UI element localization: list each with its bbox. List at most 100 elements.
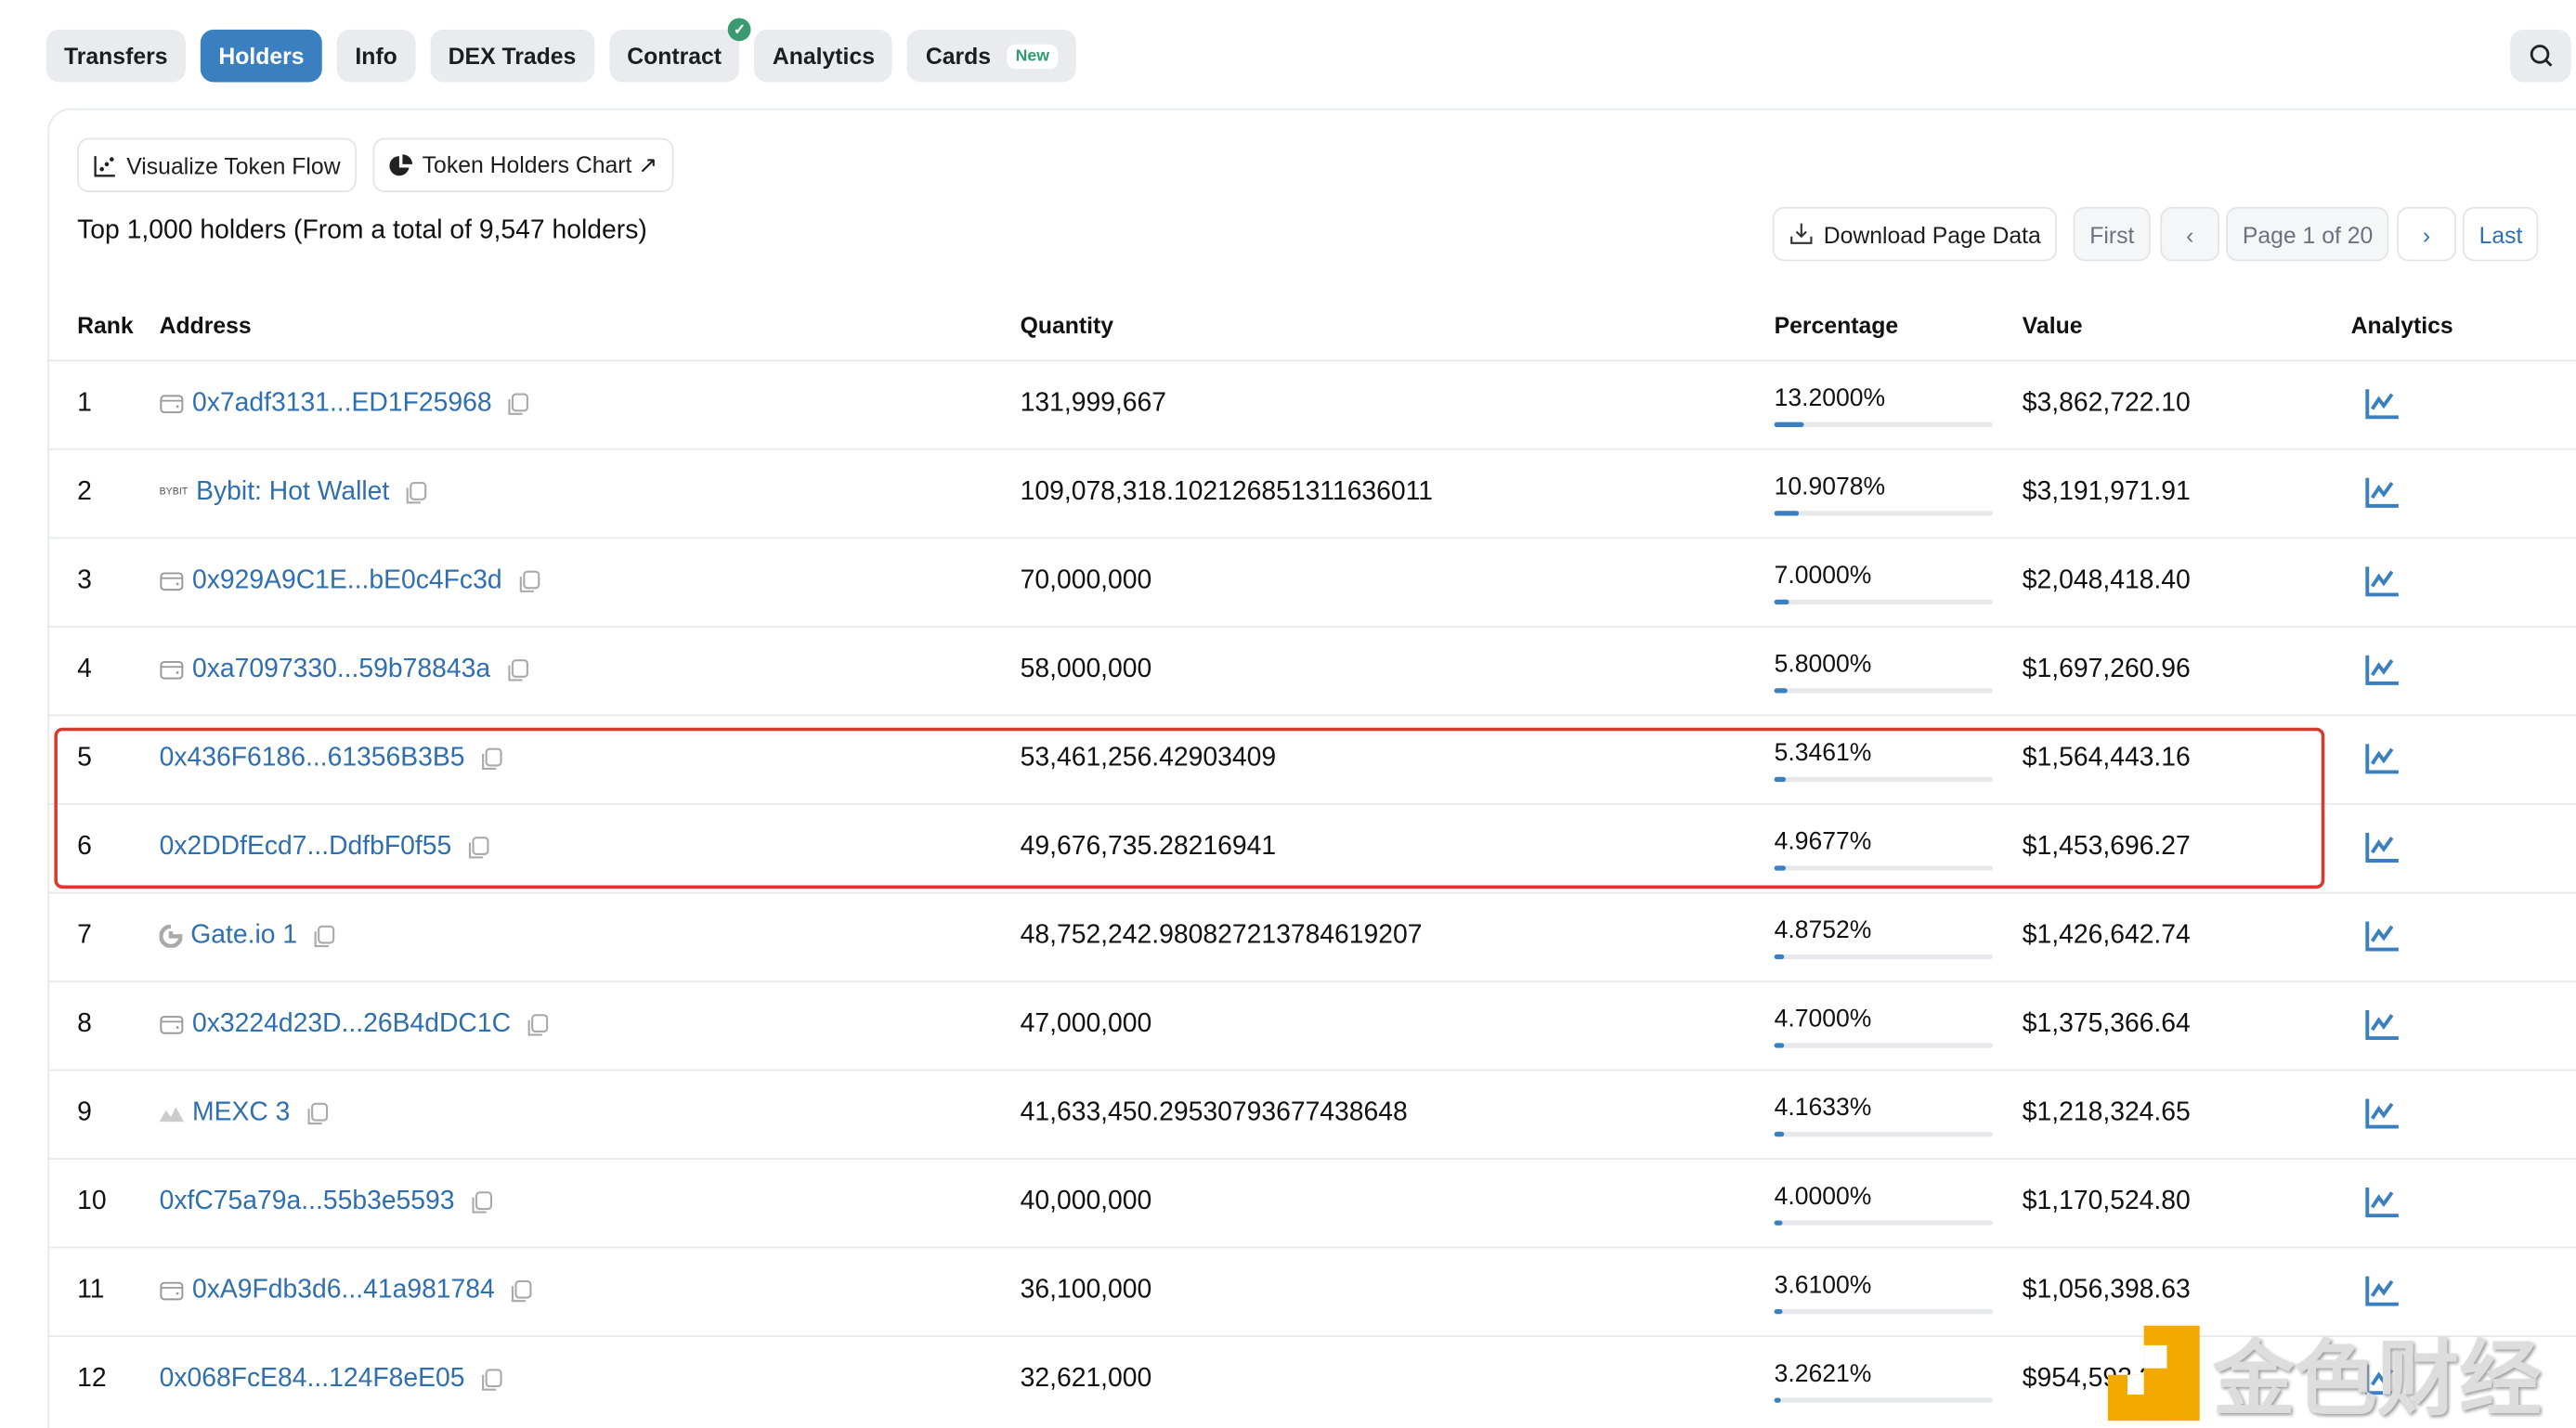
analytics-chart-icon[interactable] (2364, 920, 2400, 953)
analytics-chart-icon[interactable] (2364, 1008, 2400, 1041)
copy-icon[interactable] (312, 924, 335, 949)
percentage-bar (1774, 954, 1993, 960)
copy-icon[interactable] (507, 392, 530, 417)
copy-icon[interactable] (479, 1368, 502, 1393)
tab-label: Info (355, 42, 397, 70)
quantity: 32,621,000 (1020, 1365, 1152, 1394)
table-row: 4 0xa7097330...59b78843a 58,000,000 5.80… (47, 626, 2576, 715)
holders-card (47, 108, 2576, 1428)
copy-icon[interactable] (526, 1013, 549, 1038)
quantity: 53,461,256.42903409 (1020, 744, 1277, 772)
address-link[interactable]: 0xfC75a79a...55b3e5593 (159, 1188, 455, 1216)
rank: 7 (77, 921, 92, 950)
address-cell: 0x436F6186...61356B3B5 (160, 744, 503, 773)
percentage-bar (1774, 1043, 1993, 1048)
copy-icon[interactable] (505, 658, 528, 683)
scatter-chart-icon (94, 155, 115, 176)
percentage-cell: 4.8752% (1774, 916, 1993, 960)
analytics-chart-icon[interactable] (2364, 831, 2400, 863)
percentage: 7.0000% (1774, 562, 1872, 591)
quantity: 47,000,000 (1020, 1009, 1152, 1039)
copy-icon[interactable] (404, 480, 427, 505)
analytics-chart-icon[interactable] (2364, 1186, 2400, 1218)
wallet-icon (160, 572, 184, 591)
address-link[interactable]: 0x7adf3131...ED1F25968 (191, 389, 492, 418)
percentage-bar (1774, 422, 1993, 427)
tab-transfers[interactable]: Transfers (46, 29, 186, 83)
copy-icon[interactable] (479, 746, 502, 772)
rank: 9 (77, 1098, 92, 1127)
address-cell: 0x7adf3131...ED1F25968 (160, 389, 530, 419)
percentage: 4.7000% (1774, 1005, 1872, 1033)
table-row: 11 0xA9Fdb3d6...41a981784 36,100,000 3.6… (47, 1247, 2576, 1336)
address-link[interactable]: 0x929A9C1E...bE0c4Fc3d (191, 566, 502, 595)
visualize-token-flow-button[interactable]: Visualize Token Flow (77, 137, 358, 192)
rank: 6 (77, 832, 92, 862)
value: $1,453,696.27 (2022, 832, 2191, 862)
tab-cards[interactable]: Cards New (907, 29, 1076, 83)
tab-holders[interactable]: Holders (200, 29, 323, 83)
address-cell: 0x3224d23D...26B4dDC1C (160, 1010, 549, 1040)
tab-dex-trades[interactable]: DEX Trades (430, 29, 594, 83)
tab-label: DEX Trades (448, 42, 577, 70)
copy-icon[interactable] (510, 1279, 533, 1304)
copy-icon[interactable] (305, 1101, 328, 1126)
analytics-chart-icon[interactable] (2364, 388, 2400, 421)
analytics-chart-icon[interactable] (2364, 1363, 2400, 1396)
quantity: 49,676,735.28216941 (1020, 832, 1277, 862)
tab-info[interactable]: Info (336, 29, 416, 83)
first-page-button[interactable]: First (2073, 206, 2152, 262)
address-link[interactable]: 0xA9Fdb3d6...41a981784 (191, 1276, 495, 1305)
copy-icon[interactable] (466, 836, 489, 861)
rank: 10 (77, 1188, 107, 1216)
tab-contract[interactable]: Contract ✓ (608, 18, 751, 83)
analytics-chart-icon[interactable] (2364, 743, 2400, 775)
value: $2,048,418.40 (2022, 566, 2191, 595)
address-link[interactable]: Gate.io 1 (190, 921, 298, 950)
address-cell: BYBIT Bybit: Hot Wallet (160, 478, 427, 508)
address-link[interactable]: 0xa7097330...59b78843a (191, 655, 491, 683)
chart-label: Token Holders Chart ↗ (422, 150, 658, 178)
address-link[interactable]: 0x2DDfEcd7...DdfbF0f55 (159, 832, 452, 862)
tab-analytics[interactable]: Analytics (754, 29, 893, 83)
row-divider (47, 626, 2576, 628)
last-page-button[interactable]: Last (2462, 206, 2540, 262)
percentage-cell: 7.0000% (1774, 562, 1993, 605)
analytics-chart-icon[interactable] (2364, 476, 2400, 509)
analytics-chart-icon[interactable] (2364, 1097, 2400, 1130)
percentage-bar (1774, 511, 1993, 516)
address-link[interactable]: Bybit: Hot Wallet (196, 477, 390, 506)
row-divider (47, 537, 2576, 539)
analytics-chart-icon[interactable] (2364, 565, 2400, 598)
address-link[interactable]: 0x3224d23D...26B4dDC1C (191, 1009, 512, 1039)
download-icon (1790, 223, 1813, 244)
address-link[interactable]: 0x436F6186...61356B3B5 (159, 744, 465, 772)
analytics-chart-icon[interactable] (2364, 1275, 2400, 1307)
rank: 8 (77, 1009, 92, 1039)
row-divider (47, 803, 2576, 805)
analytics-chart-icon[interactable] (2364, 654, 2400, 686)
copy-icon[interactable] (516, 569, 540, 594)
download-page-data-button[interactable]: Download Page Data (1772, 206, 2058, 262)
address-link[interactable]: MEXC 3 (191, 1098, 291, 1127)
token-holders-chart-button[interactable]: Token Holders Chart ↗ (372, 137, 674, 192)
table-row: 12 0x068FcE84...124F8eE05 32,621,000 3.2… (47, 1335, 2576, 1424)
row-divider (47, 891, 2576, 894)
row-divider (47, 980, 2576, 982)
wallet-icon (160, 395, 184, 414)
address-cell: 0xfC75a79a...55b3e5593 (160, 1188, 493, 1217)
percentage: 4.8752% (1774, 916, 1872, 945)
address-cell: 0xa7097330...59b78843a (160, 656, 528, 685)
copy-icon[interactable] (469, 1190, 492, 1215)
address-link[interactable]: 0x068FcE84...124F8eE05 (159, 1365, 465, 1394)
value: $1,218,324.65 (2022, 1098, 2191, 1127)
table-row: 6 0x2DDfEcd7...DdfbF0f55 49,676,735.2821… (47, 803, 2576, 892)
search-button[interactable] (2510, 29, 2571, 83)
rank: 3 (77, 566, 92, 595)
col-address: Address (159, 312, 252, 339)
tab-label: Cards (925, 42, 992, 70)
prev-page-button[interactable]: ‹ (2160, 206, 2220, 262)
row-divider (47, 1246, 2576, 1249)
next-page-button[interactable]: › (2397, 206, 2456, 262)
